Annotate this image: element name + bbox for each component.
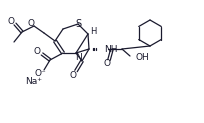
Text: H: H (90, 28, 96, 37)
Text: O: O (33, 47, 41, 56)
Text: OH: OH (135, 54, 149, 62)
Text: Na⁺: Na⁺ (26, 77, 42, 86)
Text: S: S (75, 19, 81, 29)
Text: O⁻: O⁻ (34, 69, 46, 77)
Text: O: O (28, 18, 34, 28)
Text: O: O (103, 60, 111, 69)
Text: O: O (70, 70, 76, 79)
Text: N: N (75, 54, 81, 62)
Text: NH: NH (104, 45, 118, 54)
Text: O: O (8, 17, 14, 26)
